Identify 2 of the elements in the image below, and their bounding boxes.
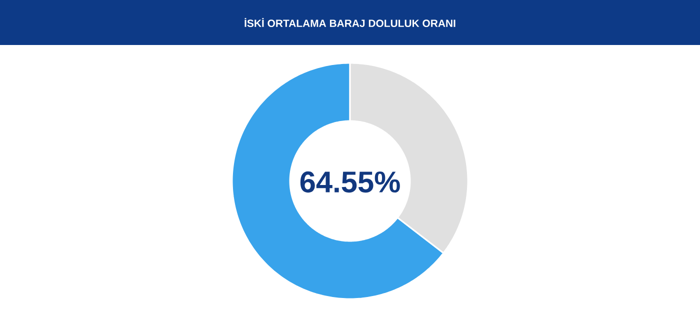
chart-title: İSKİ ORTALAMA BARAJ DOLULUK ORANI [244, 18, 456, 28]
text: 64.55% [300, 171, 400, 193]
